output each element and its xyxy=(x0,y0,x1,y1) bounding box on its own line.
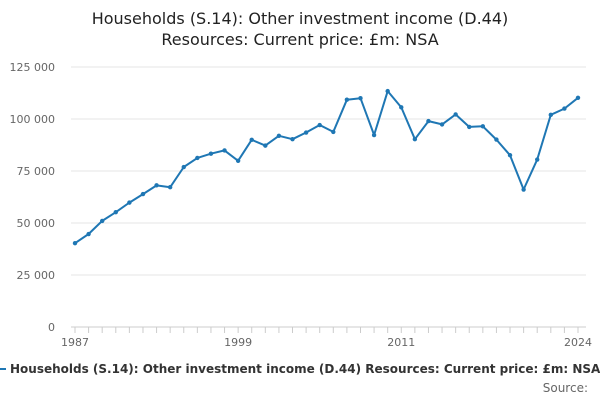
y-axis: 0 25 000 50 000 75 000 100 000 125 000 xyxy=(10,61,56,334)
data-point[interactable] xyxy=(480,124,486,129)
data-point[interactable] xyxy=(140,191,146,197)
data-point[interactable] xyxy=(317,122,322,128)
data-point[interactable] xyxy=(235,158,241,164)
series-layer xyxy=(72,88,581,246)
data-point[interactable] xyxy=(412,136,418,142)
data-point[interactable] xyxy=(535,157,540,162)
data-point[interactable] xyxy=(562,106,567,111)
data-point[interactable] xyxy=(494,137,499,142)
data-point[interactable] xyxy=(548,112,554,118)
y-tick-label: 50 000 xyxy=(17,217,56,230)
source-label: Source: xyxy=(542,381,588,395)
data-point[interactable] xyxy=(439,122,445,127)
data-point[interactable] xyxy=(399,105,404,110)
data-point[interactable] xyxy=(358,96,363,101)
data-point[interactable] xyxy=(249,137,254,142)
data-point[interactable] xyxy=(521,187,526,192)
data-point[interactable] xyxy=(208,151,214,156)
series-line xyxy=(74,90,579,245)
data-point[interactable] xyxy=(113,209,118,215)
y-tick-label: 125 000 xyxy=(10,61,56,74)
chart-title: Households (S.14): Other investment inco… xyxy=(91,9,509,28)
data-point[interactable] xyxy=(167,185,173,190)
data-point[interactable] xyxy=(467,124,472,130)
data-point[interactable] xyxy=(127,200,132,205)
y-tick-label: 100 000 xyxy=(10,113,56,126)
legend-label: Households (S.14): Other investment inco… xyxy=(10,362,600,376)
data-point[interactable] xyxy=(86,231,91,237)
x-axis: 1987 1999 2011 2024 xyxy=(61,327,592,349)
x-tick-label: 1987 xyxy=(61,336,89,349)
data-point[interactable] xyxy=(290,136,295,142)
data-point[interactable] xyxy=(303,130,309,135)
data-point[interactable] xyxy=(331,129,336,135)
data-point[interactable] xyxy=(344,97,350,102)
x-tick-label: 1999 xyxy=(224,336,252,349)
legend-swatch xyxy=(0,367,6,370)
data-point[interactable] xyxy=(385,88,390,94)
data-point[interactable] xyxy=(154,183,159,188)
data-point[interactable] xyxy=(453,112,458,117)
y-tick-label: 0 xyxy=(48,321,55,334)
data-point[interactable] xyxy=(507,152,513,158)
x-tick-label: 2024 xyxy=(564,336,592,349)
data-point[interactable] xyxy=(181,164,186,170)
chart-subtitle: Resources: Current price: £m: NSA xyxy=(161,30,439,49)
data-point[interactable] xyxy=(426,118,431,124)
y-tick-label: 75 000 xyxy=(17,165,56,178)
legend[interactable]: Households (S.14): Other investment inco… xyxy=(0,362,600,376)
data-point[interactable] xyxy=(195,155,200,161)
data-point[interactable] xyxy=(276,133,282,139)
data-point[interactable] xyxy=(575,95,581,100)
data-point[interactable] xyxy=(371,132,377,138)
y-tick-label: 25 000 xyxy=(17,269,56,282)
data-point[interactable] xyxy=(263,143,268,148)
data-point[interactable] xyxy=(222,148,227,153)
data-point[interactable] xyxy=(99,218,105,224)
data-point[interactable] xyxy=(72,240,78,246)
grid-lines xyxy=(71,66,586,328)
x-tick-label: 2011 xyxy=(387,336,415,349)
